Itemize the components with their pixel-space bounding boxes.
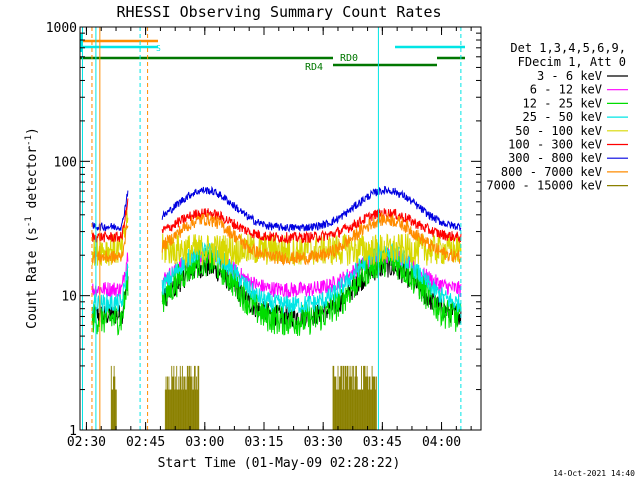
series-layer <box>91 185 462 430</box>
series-line <box>161 212 462 267</box>
flag-marker-label: S <box>156 44 161 53</box>
flags-layer: RD0 RD4 S <box>80 34 465 73</box>
series-line <box>92 190 129 232</box>
legend-label: 3 - 6 keV <box>537 69 602 83</box>
legend-label: 12 - 25 keV <box>523 96 602 110</box>
legend-label: 50 - 100 keV <box>515 124 602 138</box>
series-line <box>91 198 129 243</box>
x-tick-label: 03:30 <box>304 435 343 450</box>
series-line <box>91 263 129 315</box>
event-lines-layer <box>81 27 462 430</box>
x-tick-label: 02:45 <box>126 435 165 450</box>
y-axis-label-mid: detector <box>25 146 40 217</box>
legend-label: 800 - 7000 keV <box>501 165 602 179</box>
x-axis-label: Start Time (01-May-09 02:28:22) <box>158 456 401 471</box>
y-tick-label: 10 <box>61 290 77 305</box>
rd0-flag-label: RD0 <box>340 53 358 64</box>
y-axis-label-start: Count Rate (s <box>25 227 40 329</box>
y-axis: 1 10 100 1000 <box>46 21 481 439</box>
legend-label: 100 - 300 keV <box>508 138 602 152</box>
series-line <box>161 208 462 245</box>
y-axis-label: Count Rate (s-1 detector-1) <box>24 127 40 329</box>
chart-title: RHESSI Observing Summary Count Rates <box>116 3 441 21</box>
footer-timestamp: 14-Oct-2021 14:40 <box>553 469 635 478</box>
plot-frame <box>79 26 482 431</box>
x-tick-label: 02:30 <box>67 435 106 450</box>
x-axis: 02:30 02:45 03:00 03:15 03:30 03:45 04:00 <box>67 27 472 450</box>
legend-header-detectors: Det 1,3,4,5,6,9, <box>510 41 626 55</box>
y-tick-label: 100 <box>54 155 77 170</box>
x-tick-label: 03:45 <box>363 435 402 450</box>
x-tick-label: 03:00 <box>185 435 224 450</box>
y-tick-label: 1000 <box>46 21 77 36</box>
series-line <box>91 252 129 298</box>
legend: Det 1,3,4,5,6,9, FDecim 1, Att 0 3 - 6 k… <box>486 41 628 193</box>
rd4-flag-label: RD4 <box>305 62 323 73</box>
x-tick-label: 03:15 <box>244 435 283 450</box>
legend-label: 7000 - 15000 keV <box>486 179 602 193</box>
legend-label: 6 - 12 keV <box>530 83 602 97</box>
legend-label: 25 - 50 keV <box>523 110 602 124</box>
y-axis-label-end: ) <box>25 127 40 135</box>
series-line <box>161 185 462 233</box>
legend-header-decimation: FDecim 1, Att 0 <box>518 55 626 69</box>
legend-label: 300 - 800 keV <box>508 151 602 165</box>
series-line <box>91 224 129 264</box>
x-tick-label: 04:00 <box>422 435 461 450</box>
series-line <box>91 267 129 336</box>
y-tick-label: 1 <box>69 424 77 439</box>
y-axis-label-exp2: -1 <box>24 135 34 146</box>
y-axis-label-exp1: -1 <box>24 216 34 227</box>
